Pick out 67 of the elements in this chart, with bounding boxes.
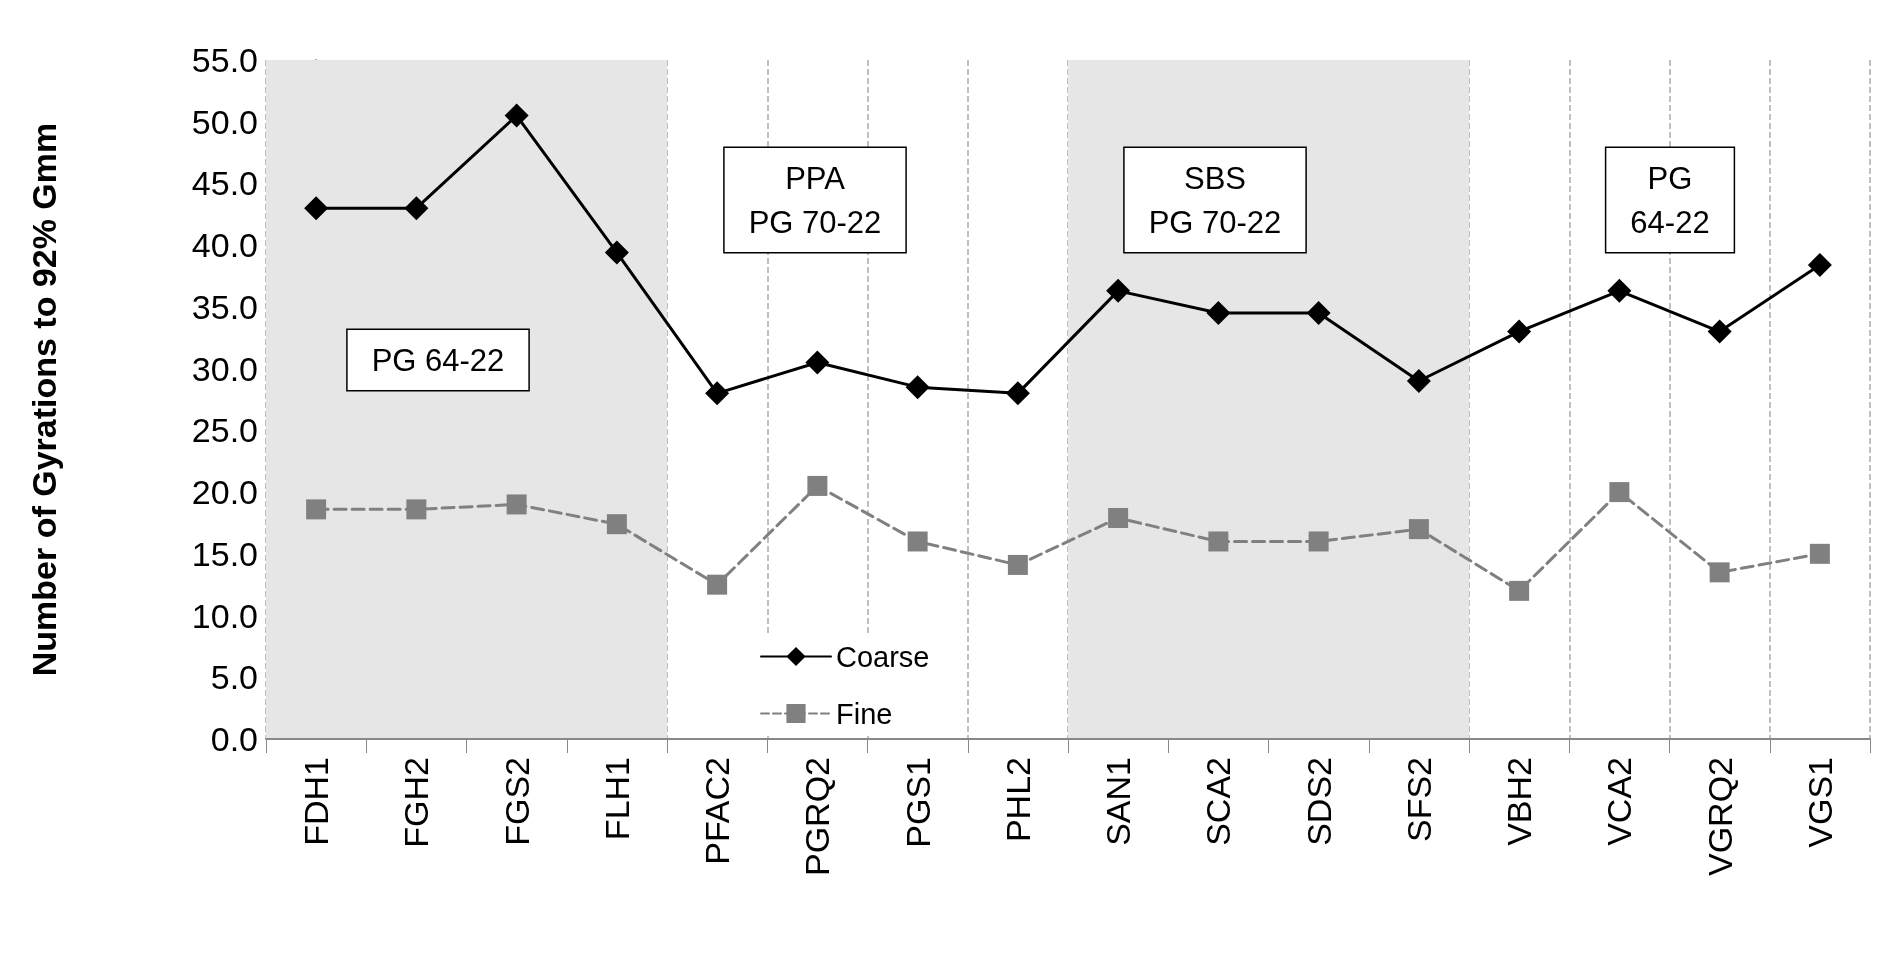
point xyxy=(1007,554,1028,575)
x-tick-label: FDH1 xyxy=(297,757,336,846)
annotation: SBS PG 70-22 xyxy=(1148,160,1282,240)
y-tick-label: 30.0 xyxy=(191,349,258,388)
point xyxy=(907,531,928,552)
y-tick-label: 55.0 xyxy=(191,41,258,79)
point xyxy=(404,196,429,221)
x-tick-label: VGRQ2 xyxy=(1700,757,1739,877)
x-tick-label: FLH1 xyxy=(597,757,636,841)
y-tick-label: 25.0 xyxy=(191,411,258,450)
point xyxy=(606,514,627,535)
x-tick-label: SAN1 xyxy=(1099,757,1138,846)
point xyxy=(1106,278,1131,303)
y-tick-label: 40.0 xyxy=(191,226,258,265)
point xyxy=(506,494,527,515)
legend-label: Coarse xyxy=(836,640,930,673)
point xyxy=(1807,252,1832,277)
annotation: PG 64-22 xyxy=(1630,160,1710,240)
point xyxy=(1308,531,1329,552)
annotation: PPA PG 70-22 xyxy=(748,160,882,240)
x-tick-label: VGS1 xyxy=(1800,757,1839,848)
x-tick-label: PFAC2 xyxy=(698,757,737,865)
x-tick-label: VCA2 xyxy=(1600,757,1639,846)
x-tick-label: VBH2 xyxy=(1500,757,1539,846)
y-tick-label: 35.0 xyxy=(191,287,258,326)
y-tick-label: 45.0 xyxy=(191,164,258,203)
point xyxy=(1509,580,1530,601)
point xyxy=(707,574,728,595)
annotation: PG 64-22 xyxy=(371,342,505,378)
x-tick-label: FGS2 xyxy=(497,757,536,846)
point xyxy=(905,375,930,400)
point xyxy=(1406,368,1431,393)
point xyxy=(1208,531,1229,552)
x-tick-label: PGS1 xyxy=(898,757,937,848)
point xyxy=(1707,319,1732,344)
point xyxy=(1709,562,1730,583)
point xyxy=(705,381,730,406)
point xyxy=(1507,319,1532,344)
point xyxy=(1809,543,1830,564)
x-tick-label: PGRQ2 xyxy=(798,757,837,877)
point xyxy=(604,240,629,265)
point xyxy=(1206,301,1231,326)
point xyxy=(306,499,327,520)
point xyxy=(1609,482,1630,503)
point xyxy=(406,499,427,520)
point xyxy=(1408,519,1429,540)
point xyxy=(1108,508,1129,529)
legend-label: Fine xyxy=(836,697,893,730)
y-tick-label: 10.0 xyxy=(191,596,258,635)
x-tick-label: SDS2 xyxy=(1299,757,1338,846)
point xyxy=(807,475,828,496)
point xyxy=(304,196,329,221)
x-tick-label: SFS2 xyxy=(1399,757,1438,843)
point xyxy=(1005,381,1030,406)
y-tick-label: 0.0 xyxy=(210,720,258,758)
x-tick-label: SCA2 xyxy=(1199,757,1238,846)
point xyxy=(805,350,830,375)
point xyxy=(1306,301,1331,326)
y-axis-title: Number of Gyrations to 92% Gmm xyxy=(25,122,63,677)
y-tick-label: 20.0 xyxy=(191,473,258,512)
point xyxy=(504,103,529,128)
x-tick-label: FGH2 xyxy=(397,757,436,848)
point xyxy=(1607,278,1632,303)
x-tick-label: PHL2 xyxy=(998,757,1037,843)
y-tick-label: 5.0 xyxy=(210,658,258,697)
y-tick-label: 15.0 xyxy=(191,534,258,573)
y-tick-label: 50.0 xyxy=(191,102,258,141)
